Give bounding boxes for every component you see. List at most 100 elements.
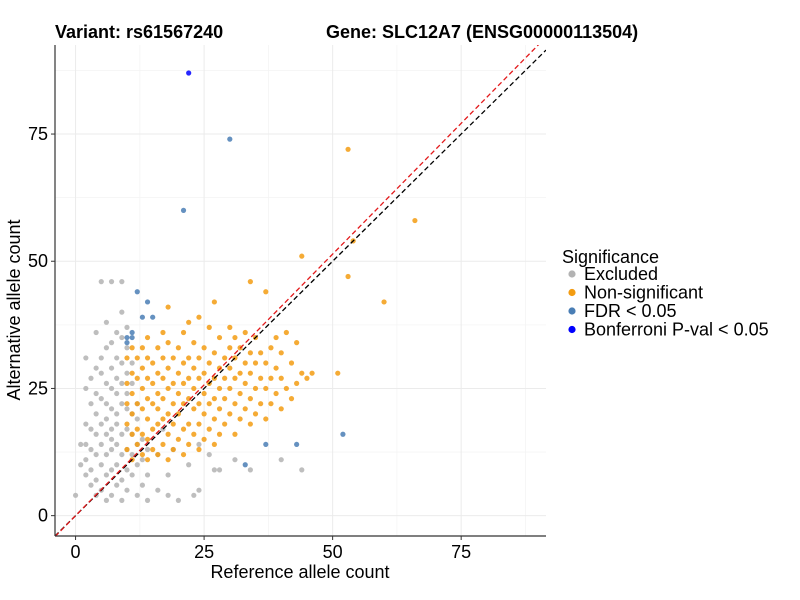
point-excluded <box>119 477 125 483</box>
point-excluded <box>119 360 125 366</box>
point-non-significant <box>211 441 217 448</box>
point-non-significant <box>288 396 295 402</box>
point-non-significant <box>216 431 223 437</box>
point-non-significant <box>175 345 181 351</box>
point-non-significant <box>211 299 217 305</box>
point-excluded <box>93 477 99 483</box>
y-tick-label: 25 <box>28 378 48 398</box>
point-excluded <box>103 416 110 422</box>
point-non-significant <box>139 451 145 458</box>
point-excluded <box>139 457 145 463</box>
point-non-significant <box>299 370 305 376</box>
point-fdr-0-05 <box>144 299 151 305</box>
legend-key-non-significant <box>568 288 576 297</box>
point-non-significant <box>150 380 156 386</box>
point-non-significant <box>196 401 202 407</box>
point-non-significant <box>227 324 233 330</box>
point-non-significant <box>247 370 253 376</box>
point-non-significant <box>216 406 223 412</box>
point-non-significant <box>155 421 161 427</box>
point-non-significant <box>124 380 130 386</box>
point-excluded <box>124 390 130 397</box>
x-axis-label: Reference allele count <box>210 562 389 582</box>
point-excluded <box>211 467 217 473</box>
point-excluded <box>93 431 99 437</box>
point-non-significant <box>150 401 156 407</box>
point-excluded <box>119 334 125 341</box>
point-non-significant <box>165 365 171 371</box>
point-bonferroni-p-val-0-05 <box>186 70 192 76</box>
point-non-significant <box>124 421 130 427</box>
point-excluded <box>247 467 253 473</box>
point-non-significant <box>345 273 351 280</box>
y-tick-label: 0 <box>38 506 48 526</box>
point-excluded <box>114 411 120 417</box>
point-non-significant <box>222 421 228 427</box>
point-excluded <box>98 462 104 468</box>
point-excluded <box>103 451 110 458</box>
point-non-significant <box>134 441 140 448</box>
point-excluded <box>108 340 115 346</box>
point-non-significant <box>222 396 228 402</box>
reference-line-fitted <box>55 45 540 536</box>
point-non-significant <box>242 329 248 336</box>
point-non-significant <box>186 355 192 361</box>
point-excluded <box>119 279 125 285</box>
point-excluded <box>103 472 110 478</box>
point-excluded <box>129 472 135 478</box>
point-non-significant <box>222 355 228 361</box>
point-non-significant <box>294 380 300 386</box>
point-excluded <box>175 497 181 503</box>
point-fdr-0-05 <box>340 431 346 437</box>
point-excluded <box>129 360 135 366</box>
point-non-significant <box>222 375 228 381</box>
point-excluded <box>108 365 115 371</box>
point-non-significant <box>186 375 192 381</box>
point-non-significant <box>139 431 145 437</box>
point-non-significant <box>191 340 197 346</box>
point-non-significant <box>144 457 151 463</box>
point-non-significant <box>263 385 269 392</box>
point-non-significant <box>196 314 202 320</box>
point-excluded <box>108 426 115 432</box>
point-non-significant <box>216 365 223 371</box>
point-non-significant <box>129 345 135 351</box>
point-non-significant <box>180 360 187 366</box>
point-non-significant <box>252 411 259 417</box>
point-excluded <box>139 482 145 488</box>
point-non-significant <box>160 329 166 336</box>
point-excluded <box>93 365 99 371</box>
point-excluded <box>93 451 99 458</box>
point-non-significant <box>201 370 207 376</box>
point-fdr-0-05 <box>227 136 233 142</box>
point-non-significant <box>263 360 269 366</box>
point-non-significant <box>196 355 202 361</box>
point-excluded <box>144 497 151 503</box>
point-non-significant <box>273 390 279 397</box>
point-non-significant <box>211 396 217 402</box>
plot-grid <box>55 45 546 536</box>
point-non-significant <box>252 385 259 392</box>
point-excluded <box>103 431 110 437</box>
point-excluded <box>83 421 89 427</box>
point-excluded <box>98 441 104 448</box>
point-non-significant <box>155 370 161 376</box>
point-excluded <box>114 462 120 468</box>
point-excluded <box>114 375 120 381</box>
point-fdr-0-05 <box>139 314 145 320</box>
point-non-significant <box>304 375 310 381</box>
point-excluded <box>103 401 110 407</box>
point-non-significant <box>196 446 202 453</box>
point-excluded <box>108 385 115 392</box>
point-excluded <box>98 396 104 402</box>
legend-label-non-significant: Non-significant <box>584 283 703 303</box>
point-fdr-0-05 <box>150 314 156 320</box>
point-non-significant <box>216 334 223 341</box>
point-non-significant <box>201 345 207 351</box>
point-non-significant <box>247 421 253 427</box>
point-excluded <box>144 472 151 478</box>
point-excluded <box>134 416 140 422</box>
point-non-significant <box>273 334 279 341</box>
point-non-significant <box>283 385 289 392</box>
